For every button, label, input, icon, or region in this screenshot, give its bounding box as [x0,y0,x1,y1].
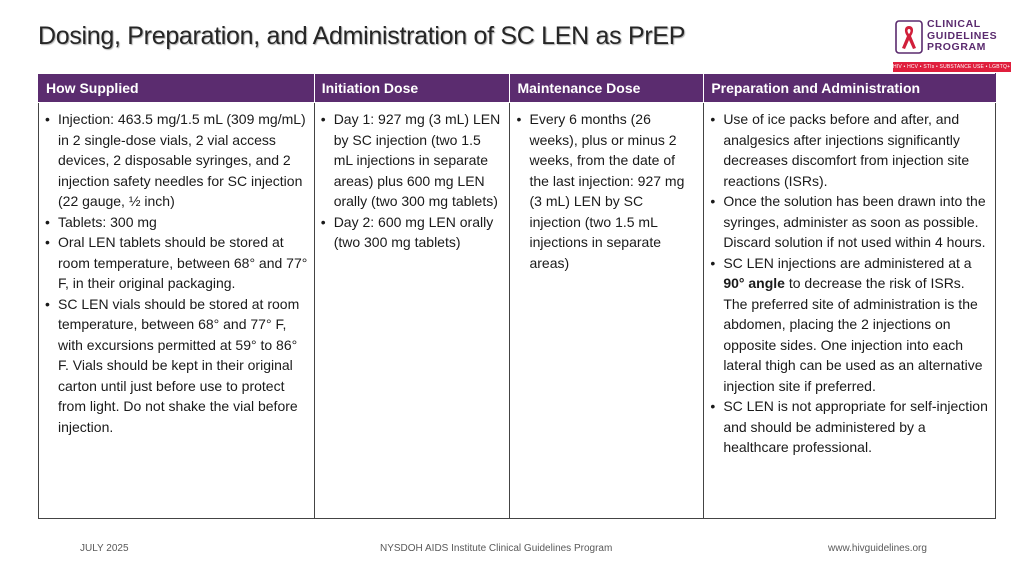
header-maintenance-dose: Maintenance Dose [509,73,705,103]
logo-line: PROGRAM [927,41,987,53]
bullet-item: SC LEN injections are administered at a … [710,253,989,397]
bullet-item: Day 1: 927 mg (3 mL) LEN by SC injection… [321,109,504,212]
bullet-item: Tablets: 300 mg [45,212,308,233]
bullet-text: Day 1: 927 mg (3 mL) LEN by SC injection… [333,111,501,209]
bullet-text: SC LEN injections are administered at a [723,254,972,271]
bullet-text: Use of ice packs before and after, and a… [723,111,970,189]
cell-initiation-dose: Day 1: 927 mg (3 mL) LEN by SC injection… [313,102,511,519]
bullet-item: Use of ice packs before and after, and a… [710,109,989,191]
page-title: Dosing, Preparation, and Administration … [38,22,686,50]
bullet-text: to decrease the risk of ISRs. The prefer… [723,275,983,394]
bullet-item: Oral LEN tablets should be stored at roo… [45,232,308,294]
bullet-text: Oral LEN tablets should be stored at roo… [58,234,308,291]
bullet-item: Every 6 months (26 weeks), plus or minus… [516,109,697,273]
bullet-text: Injection: 463.5 mg/1.5 mL (309 mg/mL) i… [58,111,306,209]
table-header-row: How Supplied Initiation Dose Maintenance… [38,73,996,103]
header-how-supplied: How Supplied [38,73,315,103]
bullet-item: Injection: 463.5 mg/1.5 mL (309 mg/mL) i… [45,109,308,212]
bullet-list: Every 6 months (26 weeks), plus or minus… [516,109,697,273]
bullet-list: Day 1: 927 mg (3 mL) LEN by SC injection… [321,109,504,253]
bullet-item: Once the solution has been drawn into th… [710,191,989,253]
bullet-list: Injection: 463.5 mg/1.5 mL (309 mg/mL) i… [45,109,308,437]
bullet-item: SC LEN is not appropriate for self-injec… [710,396,989,458]
footer-url: www.hivguidelines.org [828,543,927,554]
logo-line: GUIDELINES [927,29,998,42]
header-preparation-administration: Preparation and Administration [703,73,996,103]
emphasis-text: 90° angle [723,275,785,291]
table-row: Injection: 463.5 mg/1.5 mL (309 mg/mL) i… [38,102,996,519]
logo-tagline: HIV • HCV • STIs • SUBSTANCE USE • LGBTQ… [893,62,1011,72]
clinical-guidelines-program-logo: CLINICAL GUIDELINES PROGRAM HIV • HCV • … [893,16,1011,74]
bullet-item: SC LEN vials should be stored at room te… [45,294,308,438]
bullet-text: Tablets: 300 mg [58,213,157,230]
cell-maintenance-dose: Every 6 months (26 weeks), plus or minus… [509,102,705,519]
bullet-text: Day 2: 600 mg LEN orally (two 300 mg tab… [333,213,494,251]
red-ribbon-icon [895,20,923,54]
cell-preparation-administration: Use of ice packs before and after, and a… [703,102,996,519]
logo-line: CLINICAL [927,18,981,30]
bullet-list: Use of ice packs before and after, and a… [710,109,989,458]
header-initiation-dose: Initiation Dose [313,73,511,103]
footer-date: JULY 2025 [80,543,129,554]
footer-program: NYSDOH AIDS Institute Clinical Guideline… [380,543,613,554]
bullet-text: SC LEN is not appropriate for self-injec… [723,398,988,455]
logo-text: CLINICAL GUIDELINES PROGRAM [927,18,998,54]
bullet-text: Every 6 months (26 weeks), plus or minus… [529,111,685,271]
cell-how-supplied: Injection: 463.5 mg/1.5 mL (309 mg/mL) i… [38,102,315,519]
dosing-table: How Supplied Initiation Dose Maintenance… [38,73,996,519]
bullet-text: SC LEN vials should be stored at room te… [58,295,300,435]
bullet-item: Day 2: 600 mg LEN orally (two 300 mg tab… [321,212,504,253]
bullet-text: Once the solution has been drawn into th… [723,193,986,250]
